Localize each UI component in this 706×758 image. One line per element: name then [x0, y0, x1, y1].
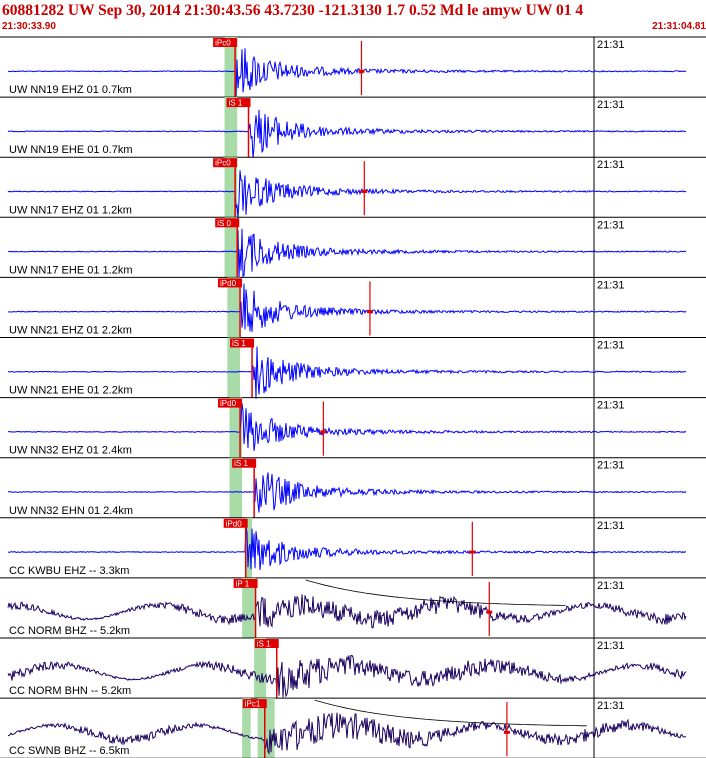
- pick-window: [224, 37, 238, 98]
- pick-window: [254, 638, 267, 699]
- pick-window: [229, 397, 243, 458]
- pick-window: [224, 217, 238, 278]
- channel-label: UW NN19 EHE 01 0.7km: [9, 144, 132, 156]
- pick-window: [229, 457, 243, 518]
- minute-tick-label: 21:31: [597, 159, 625, 171]
- phase-pick-label: iPc0: [215, 159, 231, 168]
- phase-pick-label: iPc1: [245, 700, 261, 709]
- window-end-time: 21:31:04.81: [652, 21, 706, 32]
- phase-pick-flag: [215, 218, 240, 228]
- waveform-trace: [7, 170, 687, 219]
- minute-tick-label: 21:31: [597, 99, 625, 111]
- pick-window: [227, 277, 241, 338]
- waveform-trace: [7, 109, 687, 158]
- phase-pick-flag: [213, 158, 238, 168]
- coda-decay-curve: [305, 579, 566, 606]
- phase-pick-flag: [232, 458, 257, 468]
- minute-tick-label: 21:31: [597, 640, 625, 652]
- minute-tick-label: 21:31: [597, 279, 625, 291]
- phase-pick-flag: [254, 639, 279, 648]
- window-start-time: 21:30:33.90: [2, 21, 56, 32]
- event-header-title: 60881282 UW Sep 30, 2014 21:30:43.56 43.…: [2, 2, 584, 19]
- channel-label: UW NN19 EHZ 01 0.7km: [9, 84, 132, 96]
- minute-tick-label: 21:31: [597, 39, 625, 51]
- phase-pick-flag: [213, 38, 238, 47]
- pick-window: [242, 698, 251, 758]
- phase-pick-label: iS 1: [232, 339, 246, 348]
- minute-tick-label: 21:31: [597, 400, 625, 412]
- phase-pick-label: iPd0: [220, 279, 237, 288]
- minute-tick-label: 21:31: [597, 460, 625, 472]
- phase-pick-flag: [226, 98, 251, 108]
- waveform-trace: [7, 283, 687, 332]
- phase-pick-flag: [218, 398, 243, 408]
- channel-label: UW NN17 EHE 01 1.2km: [9, 264, 132, 276]
- channel-label: UW NN21 EHZ 01 2.2km: [9, 325, 132, 337]
- channel-label: CC KWBU EHZ -- 3.3km: [9, 565, 129, 577]
- waveform-trace: [7, 346, 686, 399]
- phase-pick-label: iS 1: [229, 99, 243, 108]
- waveform-trace: [7, 525, 687, 571]
- phase-pick-label: iPc0: [215, 39, 231, 48]
- phase-pick-label: iPd0: [220, 399, 237, 408]
- minute-tick-label: 21:31: [597, 700, 625, 712]
- waveform-trace: [7, 472, 687, 513]
- minute-tick-label: 21:31: [597, 580, 625, 592]
- waveform-trace: [8, 712, 687, 755]
- channel-label: CC NORM BHZ -- 5.2km: [9, 625, 130, 637]
- waveform-trace: [7, 654, 687, 698]
- minute-tick-label: 21:31: [597, 340, 625, 352]
- channel-label: UW NN32 EHZ 01 2.4km: [9, 445, 132, 457]
- channel-label: UW NN21 EHE 01 2.2km: [9, 385, 132, 397]
- channel-label: UW NN32 EHN 01 2.4km: [9, 505, 133, 517]
- phase-pick-label: iP 1: [236, 579, 250, 588]
- pick-window: [242, 577, 256, 638]
- phase-pick-flag: [218, 278, 243, 288]
- phase-pick-label: iS 1: [234, 459, 248, 468]
- pick-window: [224, 157, 238, 218]
- channel-label: UW NN17 EHZ 01 1.2km: [9, 204, 132, 216]
- waveform-trace: [7, 402, 687, 451]
- phase-pick-label: iS 1: [257, 640, 271, 649]
- phase-pick-flag: [233, 578, 258, 588]
- waveform-trace: [7, 594, 687, 629]
- waveform-trace: [7, 48, 687, 97]
- phase-pick-flag: [242, 699, 267, 709]
- pick-window: [227, 337, 241, 398]
- pick-window: [224, 97, 238, 158]
- phase-pick-label: iPd0: [226, 519, 243, 528]
- phase-pick-flag: [230, 338, 255, 348]
- minute-tick-label: 21:31: [597, 520, 625, 532]
- channel-label: CC NORM BHN -- 5.2km: [9, 685, 131, 697]
- waveform-trace: [7, 228, 687, 279]
- coda-decay-curve: [314, 699, 587, 727]
- phase-pick-label: iS 0: [217, 219, 231, 228]
- minute-tick-label: 21:31: [597, 219, 625, 231]
- channel-label: CC SWNB BHZ -- 6.5km: [9, 745, 129, 757]
- phase-pick-flag: [223, 518, 248, 528]
